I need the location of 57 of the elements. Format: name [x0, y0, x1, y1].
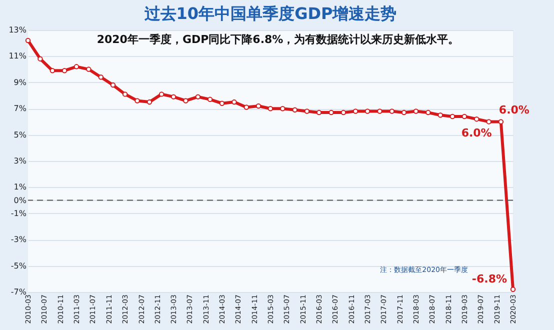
- point: [352, 108, 358, 114]
- point: [510, 286, 516, 292]
- point: [219, 100, 225, 106]
- point: [146, 99, 152, 105]
- y-tick-label: 13%: [8, 26, 27, 34]
- point: [377, 108, 382, 114]
- annotation: 2020年一季度，GDP同比下降6.8%，为有数据统计以来历史新低水平。: [96, 33, 460, 46]
- y-tick-label: 11%: [8, 52, 27, 61]
- y-tick-label: -3%: [10, 235, 27, 244]
- data-label: 6.0%: [498, 104, 530, 117]
- point: [280, 106, 286, 112]
- point: [195, 94, 201, 100]
- point: [340, 110, 346, 116]
- point: [364, 108, 370, 114]
- point: [389, 108, 395, 114]
- point: [401, 110, 407, 116]
- y-tick-label: 9%: [14, 78, 27, 87]
- point: [413, 108, 419, 114]
- point: [183, 98, 188, 104]
- point: [426, 110, 431, 116]
- point: [74, 64, 80, 70]
- point: [244, 104, 250, 110]
- point: [207, 96, 213, 102]
- point: [110, 82, 116, 88]
- point: [498, 119, 504, 124]
- point: [86, 66, 92, 72]
- point: [304, 108, 310, 114]
- point: [328, 110, 334, 116]
- point: [462, 114, 468, 120]
- chart-title: 过去10年中国单季度GDP增速走势: [143, 4, 397, 23]
- point: [474, 116, 480, 122]
- y-tick-label: 3%: [14, 156, 27, 166]
- point: [50, 68, 56, 74]
- point: [292, 107, 298, 113]
- point: [122, 92, 128, 97]
- point: [486, 119, 492, 124]
- point: [232, 99, 237, 105]
- data-label: 6.0%: [461, 126, 492, 140]
- point: [25, 38, 31, 44]
- point: [268, 106, 274, 112]
- point: [62, 68, 68, 74]
- point: [170, 94, 176, 100]
- point: [316, 110, 322, 116]
- y-tick-label: -5%: [10, 261, 27, 270]
- y-tick-label: 7%: [14, 104, 27, 114]
- y-tick-label: 5%: [14, 130, 27, 140]
- point: [438, 112, 443, 118]
- point: [38, 56, 43, 62]
- point: [158, 92, 164, 97]
- point: [98, 74, 104, 80]
- y-tick-label: -1%: [10, 208, 27, 218]
- y-tick-label: 0%: [14, 196, 27, 205]
- point: [256, 103, 262, 109]
- y-tick-label: -7%: [10, 288, 27, 296]
- y-tick-label: 1%: [14, 182, 27, 192]
- point: [134, 98, 140, 104]
- data-label: -6.8%: [472, 272, 507, 286]
